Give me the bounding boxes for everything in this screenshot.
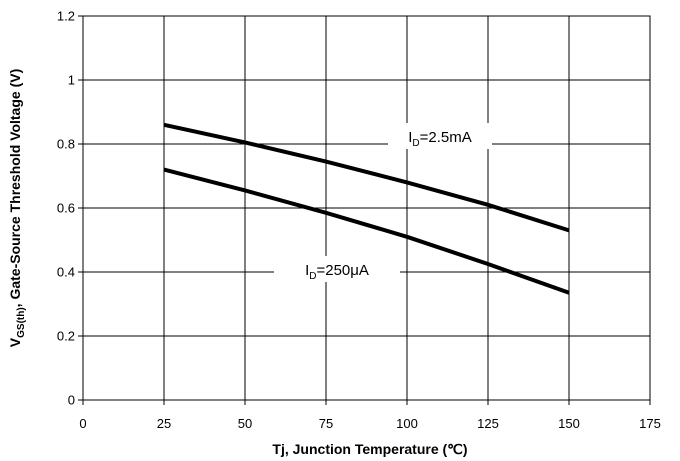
x-tick-label: 50 (238, 416, 252, 431)
series-label-main: I (408, 129, 412, 146)
series-label-main: I (305, 262, 309, 279)
series-label-sub: D (309, 271, 316, 282)
y-tick-label: 0 (68, 393, 75, 408)
y-tick-label: 0.4 (57, 265, 75, 280)
y-axis-label-subscript: GS(th) (16, 307, 27, 338)
series-label-1: ID=2.5mA (408, 129, 472, 149)
x-tick-label: 25 (157, 416, 171, 431)
y-tick-labels: 0 0.2 0.4 0.6 0.8 1 1.2 (57, 9, 83, 408)
x-tick-label: 175 (639, 416, 661, 431)
y-axis-label-suffix: , Gate-Source Threshold Voltage (V) (7, 69, 23, 308)
y-tick-label: 0.2 (57, 329, 75, 344)
grid (83, 16, 650, 400)
series-label-bg (388, 123, 492, 149)
y-tick-label: 1 (68, 73, 75, 88)
series-label-rest: =250μA (316, 262, 368, 279)
y-tick-label: 0.6 (57, 201, 75, 216)
series-lines (163, 122, 570, 295)
y-tick-label: 1.2 (57, 9, 75, 24)
x-axis-label: Tj, Junction Temperature (℃) (272, 441, 467, 457)
series-label-2: ID=250μA (305, 262, 369, 282)
y-axis-label: VGS(th), Gate-Source Threshold Voltage (… (7, 69, 27, 347)
y-axis-label-prefix: V (7, 337, 23, 347)
series-label-bg (274, 256, 400, 282)
x-tick-label: 75 (319, 416, 333, 431)
series-label-sub: D (412, 138, 419, 149)
x-tick-labels: 0 25 50 75 100 125 150 175 (79, 400, 661, 431)
x-tick-label: 150 (558, 416, 580, 431)
y-tick-label: 0.8 (57, 137, 75, 152)
series-line-1 (163, 122, 570, 233)
series-label-rest: =2.5mA (420, 129, 472, 146)
x-tick-label: 125 (477, 416, 499, 431)
x-tick-label: 100 (396, 416, 418, 431)
x-tick-label: 0 (79, 416, 86, 431)
series-line-2 (163, 167, 570, 295)
